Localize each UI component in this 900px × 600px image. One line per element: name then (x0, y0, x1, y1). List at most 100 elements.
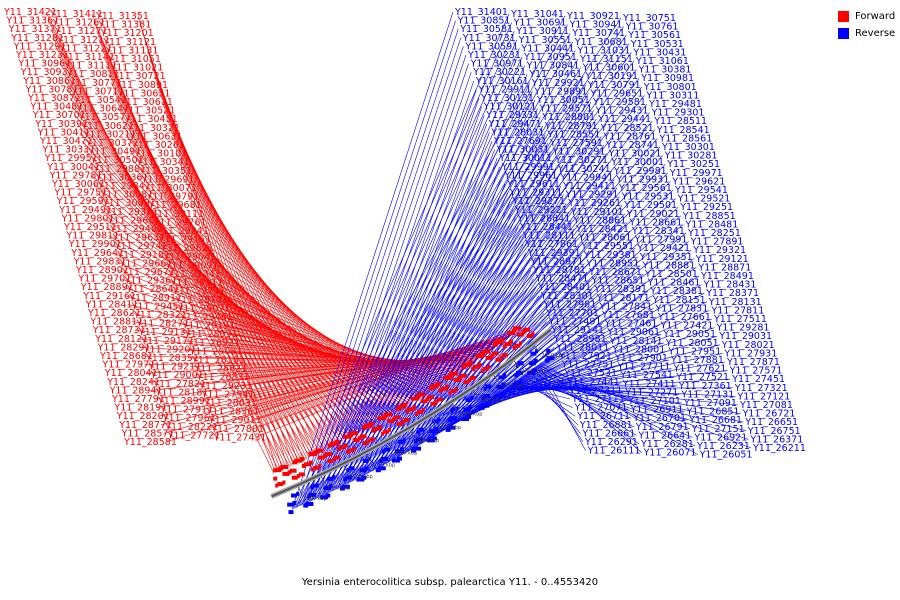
reverse-feature (361, 475, 367, 480)
forward-gene-label: Y11_28701 (174, 295, 228, 306)
reverse-gene-label: Y11_27451 (731, 374, 785, 385)
forward-gene-label: Y11_28271 (135, 319, 189, 330)
forward-feature (334, 440, 340, 445)
reverse-connector (349, 108, 538, 483)
reverse-gene-label: Y11_28551 (546, 129, 600, 140)
forward-feature (407, 407, 415, 412)
reverse-gene-label: Y11_29991 (501, 162, 555, 173)
reverse-gene-label: Y11_26681 (688, 415, 742, 426)
forward-feature (308, 452, 317, 457)
reverse-connector (370, 144, 605, 473)
forward-gene-label: Y11_30781 (25, 84, 79, 95)
reverse-connector (518, 379, 685, 412)
forward-gene-label: Y11_30871 (27, 93, 81, 104)
reverse-gene-label: Y11_28111 (522, 231, 576, 242)
reverse-feature (448, 418, 453, 423)
reverse-connector (540, 362, 698, 455)
forward-gene-label: Y11_29821 (160, 243, 214, 254)
reverse-feature (481, 403, 490, 408)
reverse-gene-label: Y11_30381 (638, 65, 692, 76)
forward-feature (430, 384, 439, 389)
reverse-connector (462, 308, 654, 419)
reverse-gene-label: Y11_30131 (480, 93, 534, 104)
forward-feature (324, 452, 332, 457)
forward-gene-label: Y11_29161 (82, 291, 136, 302)
reverse-gene-label: Y11_27931 (723, 348, 777, 359)
reverse-connector (398, 194, 564, 457)
reverse-feature (362, 458, 369, 463)
forward-connector (103, 56, 303, 462)
forward-feature (468, 378, 472, 383)
map-caption: Yersinia enterocolitica subsp. palearcti… (301, 577, 599, 588)
forward-features (273, 326, 535, 488)
reverse-gene-label: Y11_27321 (734, 383, 788, 394)
forward-gene-label: Y11_31201 (100, 28, 154, 39)
forward-gene-label: Y11_27911 (159, 405, 213, 416)
forward-feature (396, 422, 403, 427)
forward-gene-label: Y11_31371 (8, 24, 62, 35)
backbone-ticks: 3200 kbp 3150 kbp 3100 kbp 3050 kbp 3000 kbp… (298, 345, 565, 502)
legend: Forward Reverse (838, 8, 898, 42)
reverse-feature (436, 417, 440, 422)
backbone-tick-mark (320, 476, 326, 484)
reverse-connector (495, 368, 672, 397)
reverse-gene-label: Y11_27421 (660, 321, 714, 332)
reverse-gene-label: Y11_27151 (691, 424, 745, 435)
forward-gene-label: Y11_27801 (210, 424, 264, 435)
reverse-connector (525, 374, 579, 426)
backbone-tick-mark (430, 416, 436, 424)
forward-feature (519, 341, 523, 346)
reverse-gene-label: Y11_26751 (747, 426, 801, 437)
reverse-feature (544, 358, 550, 363)
reverse-connector (437, 263, 585, 434)
reverse-connector (380, 162, 610, 467)
forward-gene-label: Y11_28811 (89, 317, 143, 328)
reverse-feature (485, 384, 492, 389)
reverse-connector (407, 209, 514, 452)
reverse-gene-label: Y11_26921 (693, 432, 747, 443)
reverse-connector (322, 63, 469, 496)
reverse-gene-label: Y11_30251 (666, 159, 720, 170)
reverse-gene-label: Y11_30461 (528, 69, 582, 80)
reverse-gene-label: Y11_28031 (490, 127, 544, 138)
reverse-feature (470, 395, 474, 400)
forward-feature (363, 423, 372, 428)
forward-feature (504, 342, 512, 347)
reverse-gene-label: Y11_30581 (459, 24, 513, 35)
forward-feature (359, 434, 367, 439)
reverse-gene-label: Y11_30981 (640, 73, 694, 84)
reverse-gene-label: Y11_29121 (695, 254, 749, 265)
forward-gene-label: Y11_31271 (54, 26, 108, 37)
reverse-feature (364, 466, 369, 471)
reverse-connector (418, 228, 575, 446)
reverse-gene-label: Y11_30291 (552, 147, 606, 158)
reverse-gene-label: Y11_27441 (566, 377, 620, 388)
forward-gene-label: Y11_27961 (162, 413, 216, 424)
reverse-gene-label: Y11_29061 (606, 327, 660, 338)
reverse-gene-label: Y11_29261 (567, 198, 621, 209)
forward-feature (448, 373, 454, 378)
forward-gene-label: Y11_30501 (90, 155, 144, 166)
reverse-gene-label: Y11_28421 (575, 224, 629, 235)
reverse-gene-label: Y11_28521 (600, 123, 654, 134)
forward-gene-label: Y11_29081 (189, 346, 243, 357)
reverse-gene-labels: Y11_31401 Y11_31041 Y11_30921 Y11_30751Y11_… (454, 7, 806, 461)
forward-feature (450, 389, 457, 394)
forward-gene-label: Y11_30811 (66, 69, 120, 80)
reverse-gene-label: Y11_26281 (640, 439, 694, 450)
reverse-connector (537, 365, 752, 449)
reverse-gene-label: Y11_26851 (686, 407, 740, 418)
forward-feature (509, 339, 514, 344)
forward-feature (415, 394, 421, 399)
forward-gene-label: Y11_29691 (141, 174, 195, 185)
reverse-feature (517, 361, 524, 366)
reverse-connector (539, 363, 642, 453)
reverse-gene-label: Y11_26371 (749, 434, 803, 445)
reverse-gene-label: Y11_28761 (602, 131, 656, 142)
reverse-feature (483, 386, 487, 391)
forward-feature (502, 344, 507, 349)
forward-gene-label: Y11_29711 (172, 286, 226, 297)
forward-feature (405, 409, 410, 414)
reverse-connector (313, 48, 520, 500)
forward-gene-label: Y11_28931 (184, 329, 238, 340)
